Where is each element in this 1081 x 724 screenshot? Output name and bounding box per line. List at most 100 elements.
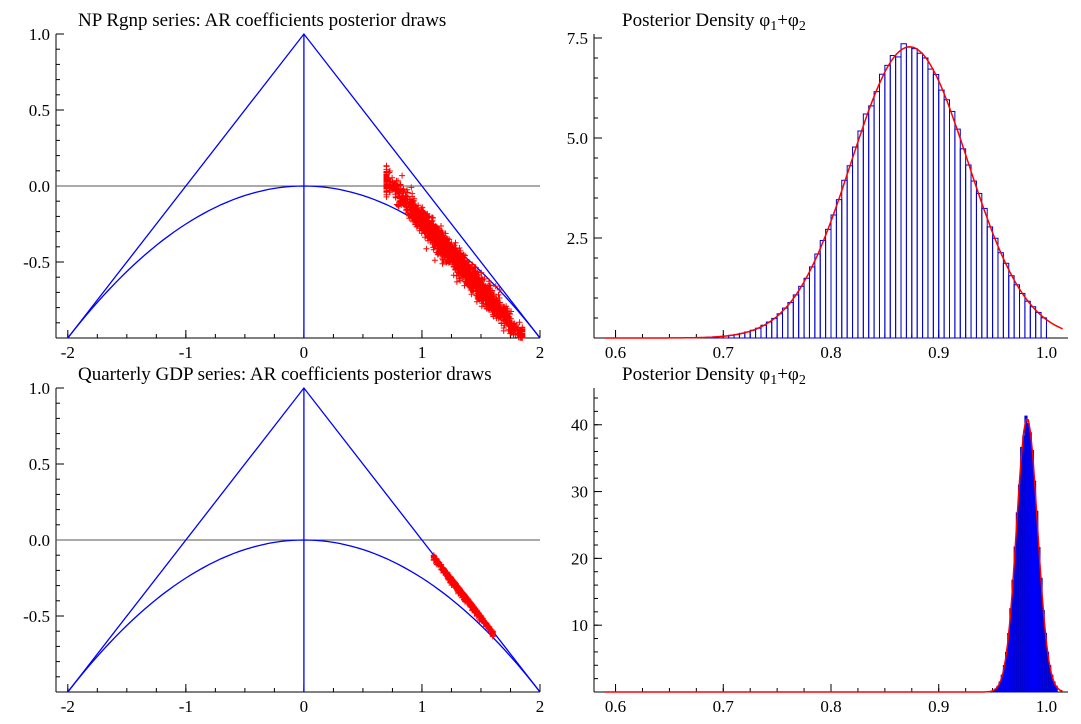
histogram-bar <box>970 180 977 339</box>
x-tick-label: 0.7 <box>713 343 735 362</box>
x-tick-label: 0.7 <box>713 697 735 716</box>
y-tick-label: 5.0 <box>567 129 588 148</box>
histogram-bar <box>814 253 821 339</box>
histogram-bar <box>862 113 870 339</box>
title-part-main: Posterior Density <box>622 10 759 31</box>
histogram-bar <box>776 313 784 339</box>
posterior-draw-points <box>430 552 496 640</box>
histogram-bar <box>900 43 907 339</box>
y-tick-label: -0.5 <box>23 253 50 272</box>
title-part-sub1: 1 <box>770 19 777 34</box>
histogram-bar <box>803 277 810 339</box>
chart-title: Posterior Density φ1+φ2 <box>622 10 806 34</box>
density-curve <box>604 418 1063 693</box>
histogram-bar <box>943 99 951 339</box>
histogram-bar <box>1008 275 1015 339</box>
histogram-bar <box>911 48 918 339</box>
histogram-bar <box>922 57 929 339</box>
histogram-bar <box>975 192 983 339</box>
x-tick-label: 2 <box>536 343 545 362</box>
title-part-plus: + <box>777 10 788 31</box>
x-tick-label: 0.8 <box>820 343 841 362</box>
histogram-bar <box>819 239 827 339</box>
histogram-bar <box>1035 311 1042 339</box>
x-tick-label: -2 <box>61 343 75 362</box>
histogram-bar <box>857 130 864 339</box>
x-tick-label: 0 <box>300 343 309 362</box>
panel-np-rgnp-density: 0.6 0.7 0.8 0.9 1.0 7.5 5.0 2.5 Posterior Densit… <box>567 10 1068 362</box>
x-tick-label: 2 <box>536 697 545 716</box>
histogram-bar <box>1013 284 1021 339</box>
title-part-phi: φ <box>759 10 770 31</box>
y-tick-label: 0.5 <box>29 455 50 474</box>
title-part-main: Posterior Density <box>622 364 759 385</box>
histogram-bar <box>798 285 805 339</box>
x-tick-label: 1 <box>418 343 427 362</box>
posterior-draw-points <box>383 162 526 341</box>
histogram-bar <box>932 73 940 339</box>
title-part-sub1: 1 <box>770 373 777 388</box>
histogram-bar <box>938 89 945 339</box>
histogram-bar <box>1019 293 1026 339</box>
title-part-plus: + <box>777 364 788 385</box>
histogram-bar <box>1040 317 1047 339</box>
x-tick-label: 0.6 <box>605 343 626 362</box>
histogram-bar <box>895 56 902 339</box>
histogram-bar <box>835 199 843 339</box>
x-tick-label: -2 <box>61 697 75 716</box>
x-tick-label: 0.6 <box>605 697 626 716</box>
density-curve <box>604 46 1063 339</box>
histogram-bar <box>959 148 967 339</box>
histogram-bar <box>782 307 789 339</box>
y-tick-label: 0.0 <box>29 531 50 550</box>
histogram-bar <box>787 302 794 339</box>
x-tick-label: 0.9 <box>928 697 949 716</box>
histogram-bar <box>1029 306 1037 339</box>
y-tick-label: 20 <box>571 549 588 568</box>
histogram-bar <box>852 146 859 339</box>
histogram-bar <box>868 105 875 339</box>
histogram-bar <box>981 207 988 339</box>
histogram-bar <box>965 164 972 339</box>
y-tick-label: 10 <box>571 616 588 635</box>
x-tick-label: 1 <box>418 697 427 716</box>
x-tick-label: 0.8 <box>820 697 841 716</box>
histogram-bar <box>927 68 934 339</box>
histogram-bar <box>771 317 778 339</box>
histogram-bar <box>992 237 999 339</box>
histogram-bar <box>792 294 800 339</box>
y-tick-label: 0.0 <box>29 177 50 196</box>
x-tick-label: 0.9 <box>928 343 949 362</box>
histogram-bar <box>808 266 816 339</box>
histogram-bar <box>954 128 961 339</box>
histogram-bar <box>846 165 854 339</box>
histogram-bar <box>997 252 1004 339</box>
y-tick-label: 2.5 <box>567 229 588 248</box>
y-tick-label: 7.5 <box>567 29 588 48</box>
histogram-bar <box>949 110 956 339</box>
chart-title: Posterior Density φ1+φ2 <box>622 364 806 388</box>
y-tick-label: 1.0 <box>29 379 50 398</box>
title-part-sub2: 2 <box>799 373 806 388</box>
y-tick-label: -0.5 <box>23 607 50 626</box>
histogram-bar <box>825 228 832 339</box>
histogram-bar <box>916 52 924 339</box>
histogram-bar <box>878 73 886 339</box>
x-tick-label: 0 <box>300 697 309 716</box>
title-part-phi: φ <box>788 10 799 31</box>
histogram-bar <box>905 46 913 339</box>
y-tick-label: 1.0 <box>29 25 50 44</box>
title-part-sub2: 2 <box>799 19 806 34</box>
chart-title: NP Rgnp series: AR coefficients posterio… <box>78 10 446 31</box>
histogram-bar <box>830 214 837 339</box>
x-tick-label: -1 <box>179 697 193 716</box>
x-tick-label: 1.0 <box>1036 343 1057 362</box>
histogram-bar <box>1002 262 1010 339</box>
title-part-phi: φ <box>788 364 799 385</box>
histogram-bar <box>1024 300 1031 339</box>
histogram-bar <box>889 55 897 339</box>
x-tick-label: -1 <box>179 343 193 362</box>
y-tick-label: 0.5 <box>29 101 50 120</box>
histogram-bar <box>841 179 848 339</box>
